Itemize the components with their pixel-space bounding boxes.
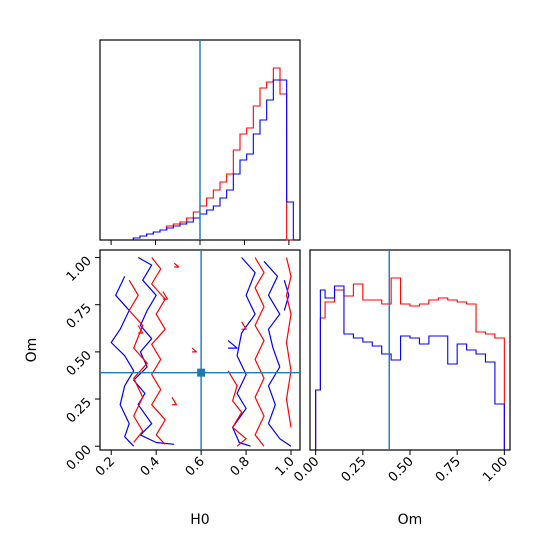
contour-series-0-line-5 [283, 280, 290, 311]
contour-series-0-line-1 [110, 276, 135, 447]
om-marginal-histogram: 0.00 0.25 0.50 0.75 1.00 Om [291, 249, 511, 528]
contour-x-tick-label-0: 0.2 [93, 454, 118, 479]
y-axis-label-om: Om [24, 338, 40, 363]
contour-frame [99, 249, 301, 451]
contour-y-tick-label-2: 0.50 [64, 348, 95, 379]
om-hist-x-tick-label-0: 0.00 [291, 454, 322, 485]
h0-marginal-histogram [99, 39, 301, 245]
contour-series-0-line-0 [133, 256, 175, 445]
contour-series-1-line-1 [128, 279, 148, 443]
contour-series-1-line-5 [137, 325, 144, 334]
h0-hist-step-series-1 [132, 79, 294, 240]
contour-series-0-line-3 [263, 260, 292, 447]
contour-series-1-line-4 [285, 257, 292, 428]
contour-x-tick-label-1: 0.4 [138, 454, 163, 479]
h0-om-contour-panel: 0.2 0.4 0.6 0.8 1.00.000.250.500.751.00 H0 O… [24, 249, 301, 528]
om-hist-step-series-1 [315, 285, 505, 450]
om-histogram-frame [309, 249, 511, 451]
contour-series-1-line-8 [171, 396, 177, 406]
om-hist-x-tick-label-3: 0.75 [433, 454, 464, 485]
contour-series-1-line-10 [191, 347, 198, 353]
contour-series-1-line-6 [162, 291, 168, 300]
contour-x-tick-label-2: 0.6 [183, 454, 208, 479]
contour-y-tick-label-0: 0.00 [64, 442, 95, 473]
contour-series-1-line-0 [151, 257, 166, 445]
contour-y-tick-label-1: 0.25 [64, 395, 95, 426]
contour-series-0-line-4 [227, 340, 238, 349]
contour-series-1-line-7 [241, 321, 247, 330]
om-hist-x-tick-label-1: 0.25 [339, 454, 370, 485]
contour-series-1-line-3 [227, 370, 247, 447]
contour-series-1-line-2 [254, 257, 265, 447]
contour-y-tick-label-4: 1.00 [64, 254, 95, 285]
om-hist-x-tick-label-2: 0.50 [386, 454, 417, 485]
contour-lines-group [110, 256, 292, 447]
contour-series-0-line-2 [232, 257, 256, 447]
contour-series-1-line-9 [173, 262, 180, 268]
om-hist-x-tick-label-4: 1.00 [480, 454, 511, 485]
x-axis-label-om: Om [398, 512, 423, 528]
contour-y-tick-label-3: 0.75 [64, 301, 95, 332]
contour-truth-marker [197, 368, 206, 377]
contour-x-tick-label-3: 0.8 [228, 454, 253, 479]
x-axis-label-h0: H0 [190, 512, 209, 528]
h0-hist-step-series-0 [132, 67, 294, 241]
